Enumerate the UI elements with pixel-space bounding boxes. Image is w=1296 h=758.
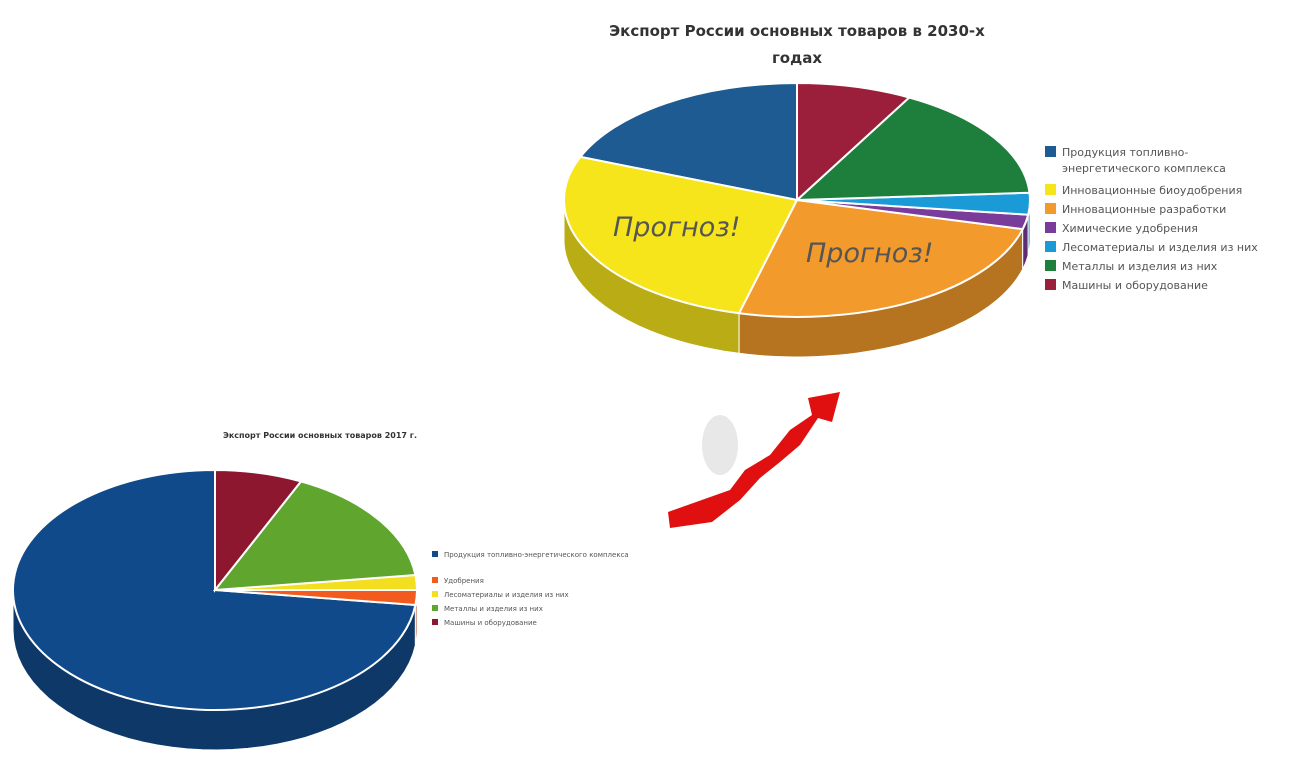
legend-swatch: [1045, 279, 1056, 290]
legend-item: Инновационные разработки: [1045, 202, 1285, 218]
figure-decoration: [702, 415, 738, 475]
legend-swatch: [432, 619, 438, 625]
pie-slice: [212, 480, 417, 592]
legend-label: Инновационные разработки: [1062, 203, 1227, 216]
legend-swatch: [432, 605, 438, 611]
legend-swatch: [432, 577, 438, 583]
legend-item: Продукция топливно-энергетического компл…: [1045, 145, 1285, 177]
legend-label: Металлы и изделия из них: [1062, 260, 1218, 273]
pie-slice: [737, 198, 1025, 318]
legend-item: Машины и оборудование: [1045, 278, 1285, 294]
chart-title: Экспорт России основных товаров 2017 г.: [222, 431, 418, 440]
pie-slice: [563, 155, 799, 315]
legend-swatch: [1045, 222, 1056, 233]
legend-label: Машины и оборудование: [444, 619, 537, 627]
legend-label: Металлы и изделия из них: [444, 605, 543, 613]
legend-label: Продукция топливно-энергетического компл…: [1062, 146, 1226, 175]
legend-label: Машины и оборудование: [1062, 279, 1208, 292]
pie-slice: [214, 468, 303, 593]
legend-item: Химические удобрения: [1045, 221, 1285, 237]
legend-label: Лесоматериалы и изделия из них: [1062, 241, 1258, 254]
arrow-shape: [668, 392, 840, 528]
legend-item: Лесоматериалы и изделия из них: [1045, 240, 1285, 256]
legend-swatch: [1045, 260, 1056, 271]
annotation: Прогноз!: [613, 212, 741, 243]
arrow-decoration: [668, 392, 840, 528]
legend-item: Инновационные биоудобрения: [1045, 183, 1285, 199]
legend-item: Металлы и изделия из них: [1045, 259, 1285, 275]
chart-title: Экспорт России основных товаров в 2030-х…: [609, 22, 985, 67]
legend-swatch: [432, 591, 438, 597]
legend-label: Инновационные биоудобрения: [1062, 184, 1243, 197]
legend-label: Лесоматериалы и изделия из них: [444, 591, 569, 599]
legend-item: Машины и оборудование: [432, 618, 632, 629]
legend-swatch: [432, 551, 438, 557]
pie-slice: [796, 81, 912, 203]
pie-chart: [563, 81, 1031, 358]
legend-swatch: [1045, 184, 1056, 195]
legend-item: Удобрения: [432, 576, 632, 587]
legend-label: Продукция топливно-энергетического компл…: [444, 551, 629, 559]
pie-chart: [11, 468, 419, 751]
legend-swatch: [1045, 241, 1056, 252]
legend-label: Удобрения: [444, 577, 484, 585]
annotation: Прогноз!: [806, 238, 934, 269]
legend-item: Продукция топливно-энергетического компл…: [432, 550, 632, 561]
legend-item: Лесоматериалы и изделия из них: [432, 590, 632, 601]
legend-swatch: [1045, 203, 1056, 214]
pie-slice: [578, 81, 798, 202]
pie-slice: [794, 96, 1031, 202]
legend-item: Металлы и изделия из них: [432, 604, 632, 615]
legend-label: Химические удобрения: [1062, 222, 1198, 235]
legend-swatch: [1045, 146, 1056, 157]
